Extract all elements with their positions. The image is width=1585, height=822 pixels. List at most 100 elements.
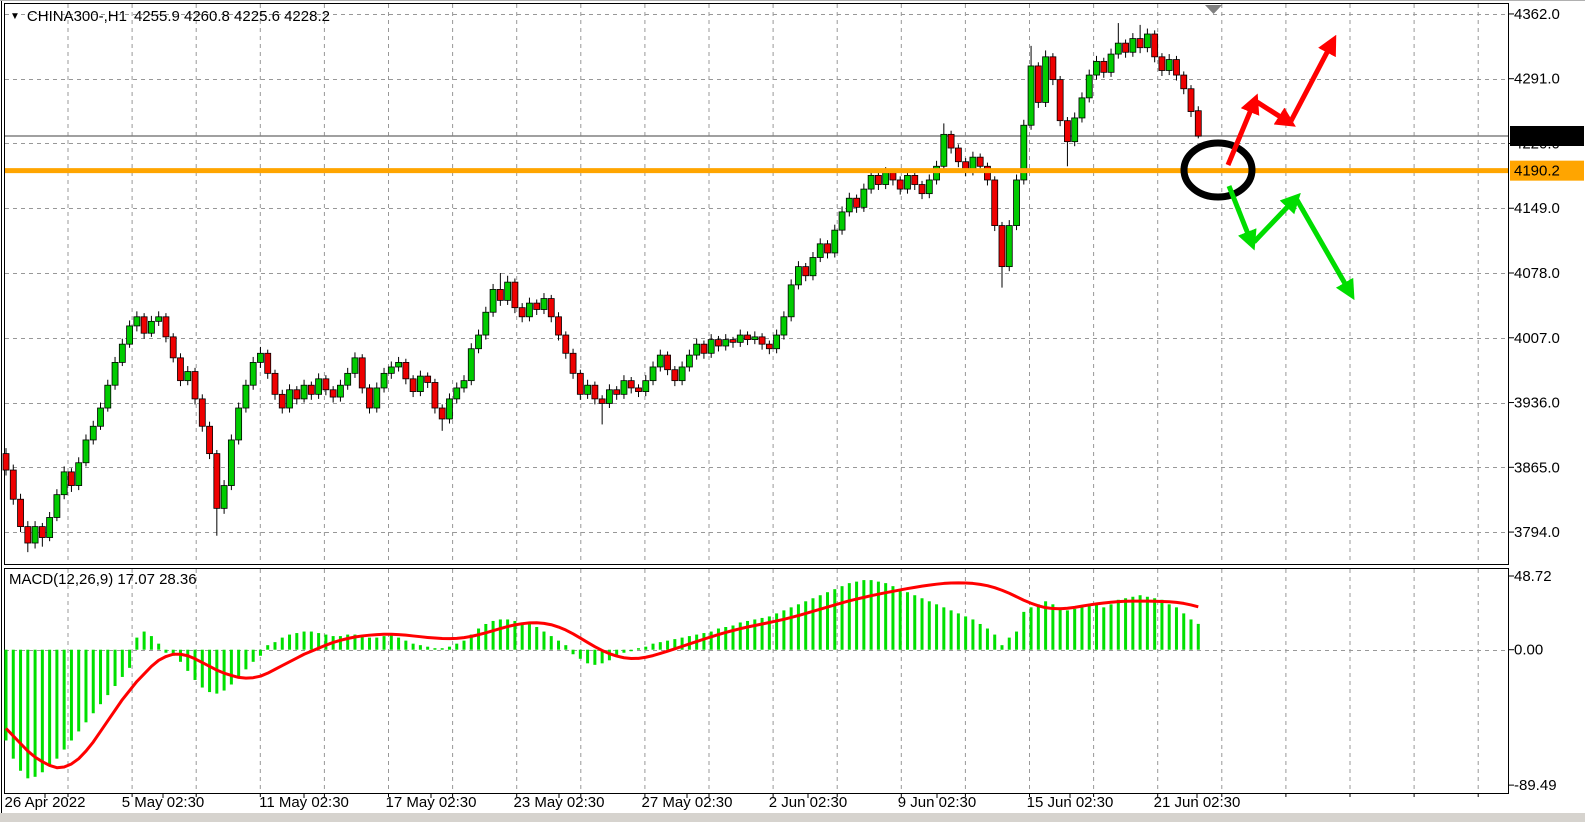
price-axis[interactable]: 4362.04291.04220.04149.04078.04007.03936… bbox=[1508, 6, 1584, 541]
candle-bearish bbox=[1194, 110, 1202, 137]
candle-bearish bbox=[358, 357, 366, 389]
macd-bar bbox=[26, 649, 30, 779]
macd-bar bbox=[338, 636, 342, 650]
macd-axis-label: -89.49 bbox=[1514, 777, 1557, 794]
price-axis-label: 4078.0 bbox=[1514, 265, 1560, 282]
time-axis[interactable]: 26 Apr 2022 5 May 02:30 11 May 02:30 17 May… bbox=[5, 793, 1479, 811]
macd-bar bbox=[164, 649, 168, 653]
candle-bullish bbox=[147, 320, 155, 334]
annotation-ellipse[interactable] bbox=[1180, 139, 1256, 201]
candle-bearish bbox=[518, 307, 526, 318]
macd-bar bbox=[622, 649, 626, 653]
macd-bar bbox=[738, 622, 742, 650]
macd-bar bbox=[1058, 607, 1062, 650]
candle-bullish bbox=[97, 407, 104, 427]
candle-bearish bbox=[1187, 88, 1195, 112]
macd-bar bbox=[666, 640, 670, 650]
annotation-arrow-up[interactable] bbox=[1225, 93, 1260, 166]
macd-bar bbox=[884, 583, 888, 650]
candle-bearish bbox=[307, 384, 315, 395]
candle-bearish bbox=[802, 266, 810, 277]
candle-bullish bbox=[257, 352, 264, 363]
macd-bar bbox=[586, 649, 590, 664]
candle-bearish bbox=[1151, 33, 1159, 58]
annotation-arrow-up[interactable] bbox=[1288, 34, 1337, 123]
candle-bullish bbox=[104, 384, 112, 409]
macd-bar bbox=[920, 598, 924, 650]
macd-bar bbox=[157, 643, 161, 650]
macd-bar bbox=[324, 634, 328, 650]
candle-bearish bbox=[1034, 65, 1042, 103]
candle-bullish bbox=[795, 266, 802, 286]
macd-axis[interactable]: 48.72 0.00 -89.49 bbox=[1508, 568, 1557, 794]
time-axis-label: 27 May 02:30 bbox=[642, 794, 733, 811]
candle-bearish bbox=[947, 133, 955, 149]
price-axis-label: 4149.0 bbox=[1514, 200, 1560, 217]
candle-bullish bbox=[1129, 38, 1137, 53]
macd-bar bbox=[62, 649, 66, 750]
macd-indicator-label: MACD(12,26,9) 17.07 28.36 bbox=[9, 571, 197, 588]
macd-bar bbox=[302, 631, 306, 650]
macd-bar bbox=[898, 589, 902, 650]
macd-bar bbox=[1015, 631, 1019, 650]
candle-bullish bbox=[315, 378, 323, 395]
candle-bullish bbox=[693, 343, 701, 356]
candle-bullish bbox=[416, 375, 424, 392]
bid-price-badge bbox=[1510, 125, 1584, 146]
macd-bar bbox=[193, 649, 197, 680]
candle-bearish bbox=[976, 156, 984, 167]
macd-bar bbox=[309, 631, 313, 650]
candle-bullish bbox=[860, 188, 868, 208]
candle-bearish bbox=[954, 147, 962, 163]
macd-bar bbox=[862, 580, 866, 650]
macd-bar bbox=[833, 589, 837, 650]
window-bottom-edge bbox=[0, 813, 1585, 822]
macd-bar bbox=[40, 649, 44, 773]
annotation-arrow-down[interactable] bbox=[1226, 185, 1257, 251]
macd-bar bbox=[644, 646, 648, 650]
candle-bullish bbox=[867, 175, 875, 190]
macd-bar bbox=[1124, 598, 1128, 650]
candle-bearish bbox=[824, 243, 831, 254]
candle-bearish bbox=[576, 372, 584, 395]
macd-bar bbox=[135, 637, 139, 650]
candles bbox=[2, 23, 1202, 553]
macd-bar bbox=[477, 628, 481, 650]
macd-bar bbox=[375, 637, 379, 650]
candle-bearish bbox=[744, 334, 751, 341]
annotation-arrow-down[interactable] bbox=[1252, 192, 1301, 244]
macd-bar bbox=[368, 637, 371, 650]
macd-bar bbox=[11, 649, 15, 759]
macd-bar bbox=[149, 636, 153, 650]
macd-bar bbox=[549, 636, 553, 650]
macd-pane[interactable] bbox=[4, 568, 1509, 794]
candle-bearish bbox=[889, 172, 897, 181]
macd-bar bbox=[636, 648, 640, 650]
macd-bar bbox=[869, 580, 873, 650]
macd-bar bbox=[99, 649, 103, 705]
candle-bullish bbox=[286, 389, 293, 409]
annotation-arrow-up[interactable] bbox=[1255, 99, 1296, 127]
candle-bearish bbox=[555, 316, 562, 336]
candle-bullish bbox=[1085, 74, 1093, 99]
candle-bearish bbox=[17, 498, 24, 528]
macd-bar bbox=[55, 649, 59, 759]
macd-bar bbox=[855, 581, 859, 650]
annotation-arrow-down[interactable] bbox=[1294, 198, 1355, 301]
candle-bearish bbox=[765, 343, 773, 350]
candle-bearish bbox=[569, 352, 577, 374]
macd-bar bbox=[724, 627, 728, 650]
macd-bar bbox=[266, 645, 270, 650]
candle-bullish bbox=[60, 471, 68, 496]
candle-bullish bbox=[111, 362, 119, 386]
candle-bearish bbox=[366, 387, 373, 409]
candle-bullish bbox=[540, 298, 548, 310]
candle-bearish bbox=[533, 302, 541, 310]
candle-bullish bbox=[453, 387, 461, 400]
chart-shift-marker[interactable] bbox=[1205, 5, 1222, 14]
macd-bar bbox=[716, 628, 720, 650]
symbol-timeframe-label: CHINA300-,H1 bbox=[26, 8, 127, 25]
candle-bullish bbox=[722, 339, 730, 347]
